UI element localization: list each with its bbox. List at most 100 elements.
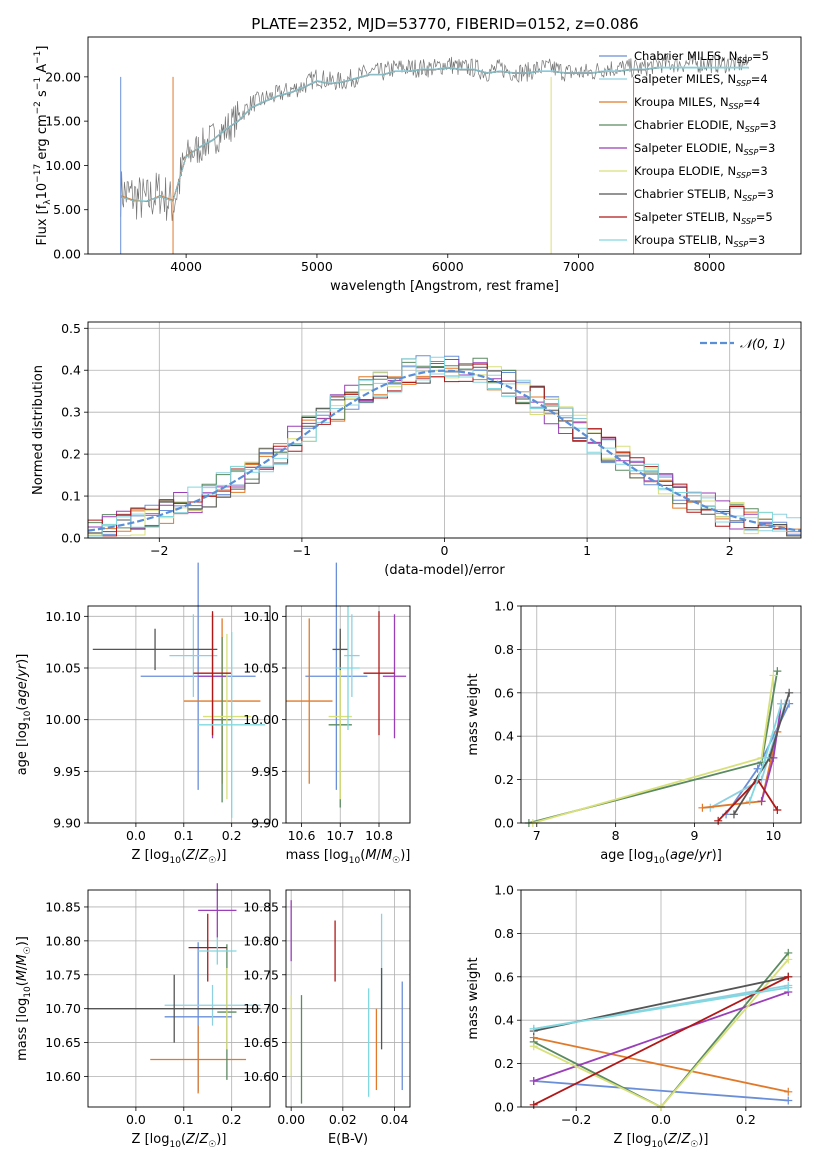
y-tick-label: 10.10 bbox=[45, 609, 81, 624]
legend-label: Chabrier ELODIE, NSSP=3 bbox=[634, 118, 776, 134]
normal-legend-label: 𝒩(0, 1) bbox=[740, 336, 786, 351]
y-tick-label: 0.8 bbox=[494, 642, 514, 657]
legend-label: Kroupa MILES, NSSP=4 bbox=[634, 95, 760, 111]
weight-point-marker bbox=[773, 667, 782, 676]
y-tick-label: 10.65 bbox=[243, 1035, 279, 1050]
weight-point-marker bbox=[785, 688, 794, 697]
weight-point-marker bbox=[529, 1100, 538, 1109]
histogram-step-line bbox=[87, 363, 801, 538]
y-tick-label: 10.05 bbox=[45, 661, 81, 676]
weight-point-marker bbox=[745, 797, 754, 806]
x-tick-label: 0.04 bbox=[381, 1112, 409, 1127]
y-tick-label: 0.2 bbox=[494, 1056, 514, 1071]
y-tick-label: 10.10 bbox=[243, 609, 279, 624]
x-tick-label: 0.0 bbox=[126, 828, 146, 843]
figure-title: PLATE=2352, MJD=53770, FIBERID=0152, z=0… bbox=[251, 15, 638, 33]
x-tick-label: 1 bbox=[583, 543, 591, 558]
x-tick-label: 0.1 bbox=[174, 1112, 194, 1127]
y-tick-label: 0.4 bbox=[494, 729, 514, 744]
x-tick-label: 0.0 bbox=[126, 1112, 146, 1127]
histogram-step-line bbox=[87, 356, 801, 538]
weight-point-marker bbox=[784, 983, 793, 992]
weight-point-marker bbox=[784, 1096, 793, 1105]
axes-frame bbox=[520, 605, 802, 824]
y-tick-label: 0.1 bbox=[61, 489, 81, 504]
y-tick-label: 10.80 bbox=[45, 933, 81, 948]
y-tick-label: 9.90 bbox=[251, 816, 279, 831]
normal-distribution-curve bbox=[87, 369, 802, 532]
x-tick-label: 0.02 bbox=[329, 1112, 357, 1127]
weight-point-marker bbox=[777, 699, 786, 708]
y-axis-label: mass weight bbox=[466, 673, 481, 755]
x-tick-label: 0.0 bbox=[651, 1112, 671, 1127]
weight-point-marker bbox=[529, 1024, 538, 1033]
legend-label: Chabrier STELIB, NSSP=3 bbox=[634, 187, 774, 203]
x-tick-label: 10.7 bbox=[326, 828, 354, 843]
model-spectrum-line bbox=[120, 67, 749, 202]
weight-vs-age-panel: 7 8 9 10 0.0 0.2 0.4 0.6 0.8 1.0 age [log10(age/yr… bbox=[466, 599, 802, 866]
y-tick-label: 10.60 bbox=[243, 1069, 279, 1084]
x-tick-label: 7000 bbox=[563, 259, 595, 274]
weight-series-line bbox=[533, 1036, 789, 1093]
x-tick-label: 5000 bbox=[301, 259, 333, 274]
model-spectrum-line bbox=[120, 66, 749, 202]
weight-point-marker bbox=[698, 803, 707, 812]
x-tick-label: 10.6 bbox=[288, 828, 316, 843]
y-tick-label: 0.4 bbox=[61, 363, 81, 378]
y-tick-label: 10.75 bbox=[243, 967, 279, 982]
legend-label: Chabrier MILES, NSSP=5 bbox=[634, 49, 769, 65]
x-tick-label: 10 bbox=[765, 828, 781, 843]
y-tick-label: 9.90 bbox=[53, 816, 81, 831]
x-tick-label: 9 bbox=[691, 828, 699, 843]
y-tick-label: 10.65 bbox=[45, 1035, 81, 1050]
y-tick-label: 10.75 bbox=[45, 967, 81, 982]
weight-point-marker bbox=[761, 753, 770, 762]
y-axis-label: Normed distribution bbox=[31, 365, 46, 495]
y-tick-label: 10.85 bbox=[243, 899, 279, 914]
weight-point-marker bbox=[714, 816, 723, 825]
legend-label: Salpeter STELIB, NSSP=5 bbox=[634, 210, 773, 226]
weight-point-marker bbox=[773, 805, 782, 814]
y-tick-label: 15.00 bbox=[45, 114, 81, 129]
weight-vs-metallicity-panel: −0.2 0.0 0.2 0.0 0.2 0.4 0.6 0.8 1.0 Z [log10(Z/Z… bbox=[466, 883, 802, 1150]
x-tick-label: 10.8 bbox=[365, 828, 393, 843]
x-tick-label: 6000 bbox=[432, 259, 464, 274]
weight-point-marker bbox=[784, 972, 793, 981]
x-tick-label: 7 bbox=[533, 828, 541, 843]
y-tick-label: 0.3 bbox=[61, 405, 81, 420]
legend-label: Kroupa STELIB, NSSP=3 bbox=[634, 233, 765, 249]
y-axis-label: age [log10(age/yr)] bbox=[15, 654, 33, 776]
axes-frame bbox=[87, 36, 802, 255]
x-axis-label: age [log10(age/yr)] bbox=[600, 848, 722, 866]
axes-frame bbox=[285, 889, 411, 1108]
x-axis-label: E(B-V) bbox=[328, 1132, 368, 1147]
y-tick-label: 10.80 bbox=[243, 933, 279, 948]
spectrum-panel: 4000 5000 6000 7000 8000 0.00 5.00 10.00 15.00 20… bbox=[33, 36, 802, 294]
weight-series-line bbox=[533, 975, 789, 1106]
legend-label: Kroupa ELODIE, NSSP=3 bbox=[634, 164, 768, 180]
y-tick-label: 5.00 bbox=[53, 202, 81, 217]
y-axis-label: mass weight bbox=[466, 957, 481, 1039]
axes-frame bbox=[87, 605, 271, 824]
weight-point-marker bbox=[769, 671, 778, 680]
y-tick-label: 0.00 bbox=[53, 247, 81, 262]
y-tick-label: 10.85 bbox=[45, 899, 81, 914]
x-tick-label: 4000 bbox=[170, 259, 202, 274]
x-axis-label: Z [log10(Z/Z☉)] bbox=[614, 1132, 709, 1150]
mass-vs-extinction-panel: 0.00 0.02 0.04 10.60 10.65 10.70 10.75 10.80 10.… bbox=[243, 889, 411, 1147]
x-tick-label: 8 bbox=[612, 828, 620, 843]
y-tick-label: 0.0 bbox=[494, 1100, 514, 1115]
y-tick-label: 10.70 bbox=[243, 1001, 279, 1016]
y-tick-label: 10.60 bbox=[45, 1069, 81, 1084]
axes-frame bbox=[87, 889, 271, 1108]
axes-frame bbox=[87, 321, 802, 539]
y-tick-label: 10.00 bbox=[45, 712, 81, 727]
x-tick-label: −2 bbox=[150, 543, 168, 558]
y-tick-label: 1.0 bbox=[494, 599, 514, 614]
y-tick-label: 0.0 bbox=[494, 816, 514, 831]
y-tick-label: 0.8 bbox=[494, 926, 514, 941]
weight-point-marker bbox=[757, 797, 766, 806]
x-tick-label: −0.2 bbox=[561, 1112, 591, 1127]
